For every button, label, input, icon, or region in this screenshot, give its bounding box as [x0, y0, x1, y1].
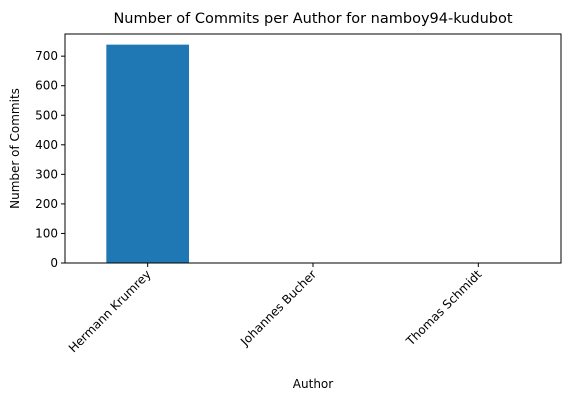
plot-frame — [64, 33, 562, 264]
y-axis: 0 100 200 300 400 500 600 700 — [35, 49, 65, 270]
y-tick-label: 300 — [35, 167, 58, 181]
x-axis-title: Author — [293, 377, 333, 391]
chart-title: Number of Commits per Author for namboy9… — [113, 11, 512, 27]
bars-group — [106, 44, 520, 264]
y-tick-label: 600 — [35, 79, 58, 93]
x-tick-label: Thomas Schmidt — [403, 267, 485, 349]
y-tick-label: 0 — [50, 256, 58, 270]
x-tick-label: Johannes Bucher — [237, 267, 319, 349]
y-tick-label: 700 — [35, 49, 58, 63]
y-axis-title: Number of Commits — [8, 88, 22, 209]
y-tick-label: 100 — [35, 226, 58, 240]
y-tick-label: 200 — [35, 197, 58, 211]
y-tick-label: 500 — [35, 108, 58, 122]
x-axis: Hermann Krumrey Johannes Bucher Thomas Sch… — [66, 263, 485, 355]
bar — [106, 44, 189, 263]
y-tick-label: 400 — [35, 138, 58, 152]
x-tick-label: Hermann Krumrey — [66, 267, 154, 355]
